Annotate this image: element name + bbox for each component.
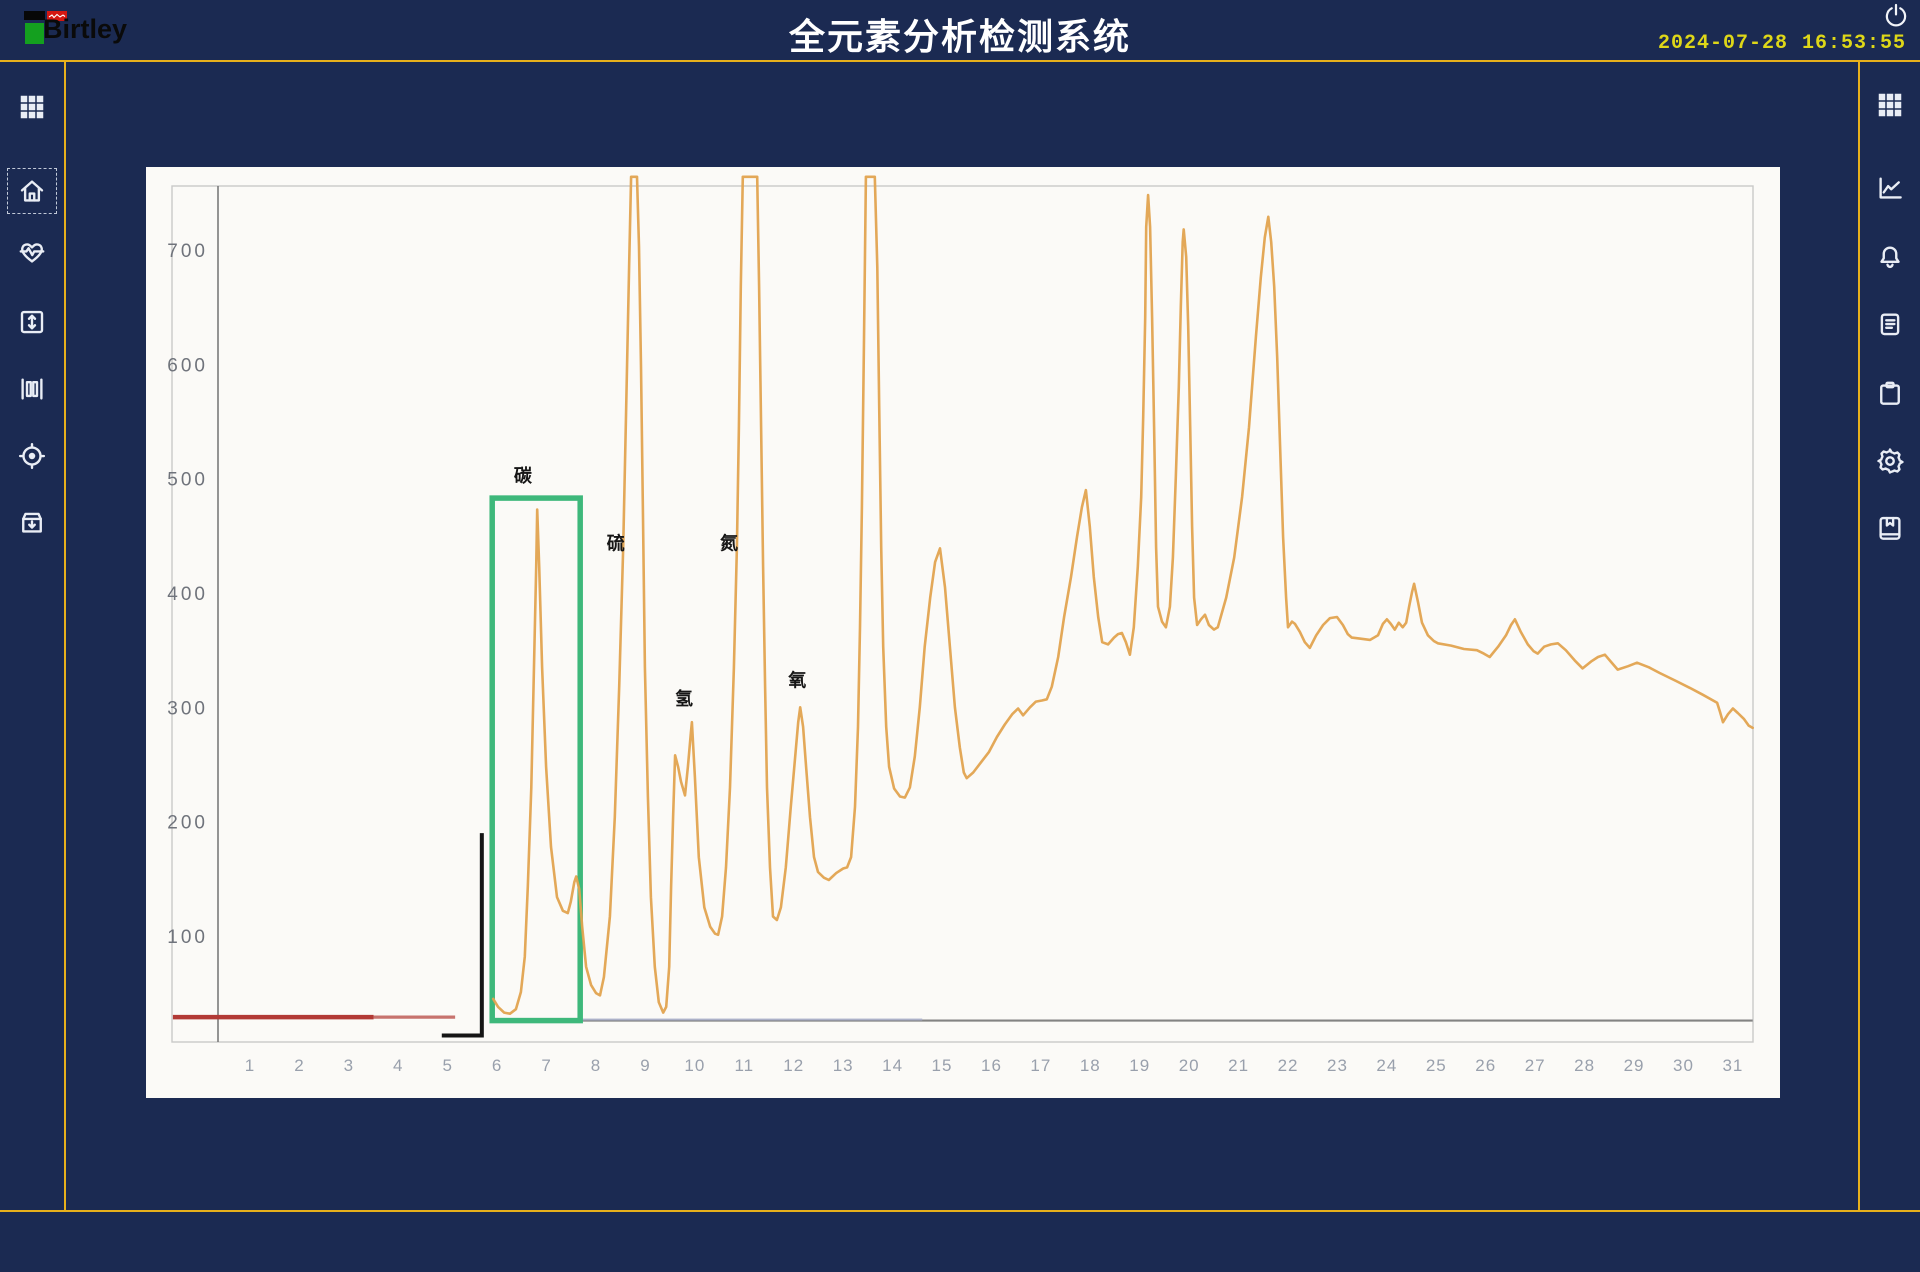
grid-icon	[1878, 93, 1902, 117]
document-icon	[1880, 313, 1900, 336]
element-annotation: 氧	[787, 670, 806, 691]
plot-border	[171, 185, 1754, 1043]
x-tick-label: 8	[591, 1056, 601, 1075]
right-sidebar	[1858, 62, 1920, 1212]
x-tick-label: 29	[1624, 1056, 1645, 1075]
x-tick-label: 1	[245, 1056, 255, 1075]
power-icon[interactable]	[1882, 2, 1910, 30]
x-tick-label: 12	[783, 1056, 804, 1075]
series-chromatogram	[491, 175, 1754, 1016]
x-tick-label: 14	[882, 1056, 903, 1075]
x-tick-label: 31	[1722, 1056, 1743, 1075]
line-chart-icon	[1879, 177, 1902, 199]
y-tick-label: 300	[167, 698, 208, 719]
grid-icon	[20, 95, 44, 119]
x-tick-label: 27	[1525, 1056, 1546, 1075]
home-icon	[20, 180, 44, 202]
x-tick-label: 15	[932, 1056, 953, 1075]
x-tick-label: 10	[684, 1056, 705, 1075]
datetime-display: 2024-07-28 16:53:55	[1658, 32, 1906, 55]
clipboard-icon	[1880, 381, 1900, 405]
carbon-highlight-box	[489, 495, 583, 1024]
bell-icon	[1880, 246, 1900, 269]
y-tick-label: 400	[167, 584, 208, 605]
logo-green-square	[25, 23, 44, 44]
element-annotation: 氮	[720, 533, 738, 554]
x-tick-label: 6	[492, 1056, 502, 1075]
time-text: 16:53:55	[1801, 32, 1906, 55]
x-tick-label: 26	[1475, 1056, 1496, 1075]
x-tick-label: 23	[1327, 1056, 1348, 1075]
x-tick-label: 4	[393, 1056, 403, 1075]
sidebar-item-settings[interactable]	[1867, 444, 1913, 478]
x-tick-label: 9	[640, 1056, 650, 1075]
sidebar-item-calibration[interactable]	[9, 305, 55, 339]
element-annotation: 氢	[675, 688, 693, 709]
y-tick-label: 100	[167, 927, 208, 948]
x-tick-label: 25	[1426, 1056, 1447, 1075]
sidebar-item-columns[interactable]	[9, 372, 55, 406]
sidebar-item-target[interactable]	[9, 439, 55, 473]
x-tick-label: 3	[344, 1056, 354, 1075]
target-icon	[18, 442, 46, 470]
left-sidebar	[0, 62, 66, 1212]
heart-pulse-icon	[19, 243, 45, 263]
x-tick-label: 24	[1376, 1056, 1397, 1075]
chromatogram-panel: 100 200 300 400 500 600 700 1 2 3 4 5 6 7 8 9 10 11 12 13 14…	[146, 167, 1780, 1098]
logo-text: Birtley	[43, 14, 128, 44]
expand-vertical-icon	[20, 310, 44, 334]
x-tick-label: 2	[294, 1056, 304, 1075]
bracket-mark	[441, 833, 484, 1038]
element-annotation: 硫	[607, 533, 625, 554]
sidebar-item-tasks[interactable]	[1867, 376, 1913, 410]
logo-red-square	[47, 11, 67, 21]
x-tick-label: 7	[541, 1056, 551, 1075]
sidebar-item-alarms[interactable]	[1867, 240, 1913, 274]
y-tick-label: 700	[167, 241, 208, 262]
x-tick-label: 18	[1080, 1056, 1101, 1075]
sidebar-item-apps-grid[interactable]	[1867, 88, 1913, 122]
columns-icon	[21, 378, 43, 400]
brand-logo: Birtley	[22, 8, 172, 52]
x-tick-label: 22	[1278, 1056, 1299, 1075]
y-tick-label: 500	[167, 470, 208, 491]
x-tick-label: 21	[1228, 1056, 1249, 1075]
date-text: 2024-07-28	[1657, 32, 1788, 55]
page-title: 全元素分析检测系统	[788, 16, 1131, 57]
x-tick-label: 28	[1574, 1056, 1595, 1075]
y-tick-label: 200	[167, 813, 208, 834]
header-bar: Birtley 全元素分析检测系统 2024-07-28 16:53:55	[0, 0, 1920, 62]
y-tick-label: 600	[167, 355, 208, 376]
sidebar-item-report[interactable]	[1867, 307, 1913, 341]
x-tick-label: 13	[833, 1056, 854, 1075]
sidebar-item-home[interactable]	[7, 168, 57, 214]
x-tick-label: 20	[1179, 1056, 1200, 1075]
archive-download-icon	[22, 512, 42, 533]
x-tick-label: 11	[734, 1056, 754, 1075]
book-icon	[1879, 516, 1901, 540]
x-tick-label: 19	[1129, 1056, 1150, 1075]
bottom-status-strip	[0, 1210, 1920, 1272]
x-tick-label: 16	[981, 1056, 1002, 1075]
x-tick-label: 30	[1673, 1056, 1694, 1075]
element-annotation: 碳	[514, 465, 533, 486]
logo-zigzag-icon	[48, 13, 66, 19]
gear-icon	[1877, 448, 1904, 474]
x-tick-label: 5	[442, 1056, 452, 1075]
logo-black-square	[24, 11, 45, 20]
sidebar-item-monitor[interactable]	[9, 235, 55, 269]
sidebar-item-apps-grid[interactable]	[9, 90, 55, 124]
sidebar-item-records[interactable]	[1867, 511, 1913, 545]
x-tick-label: 17	[1030, 1056, 1051, 1075]
sidebar-item-archive[interactable]	[9, 505, 55, 539]
sidebar-item-trend-curve[interactable]	[1867, 171, 1913, 205]
